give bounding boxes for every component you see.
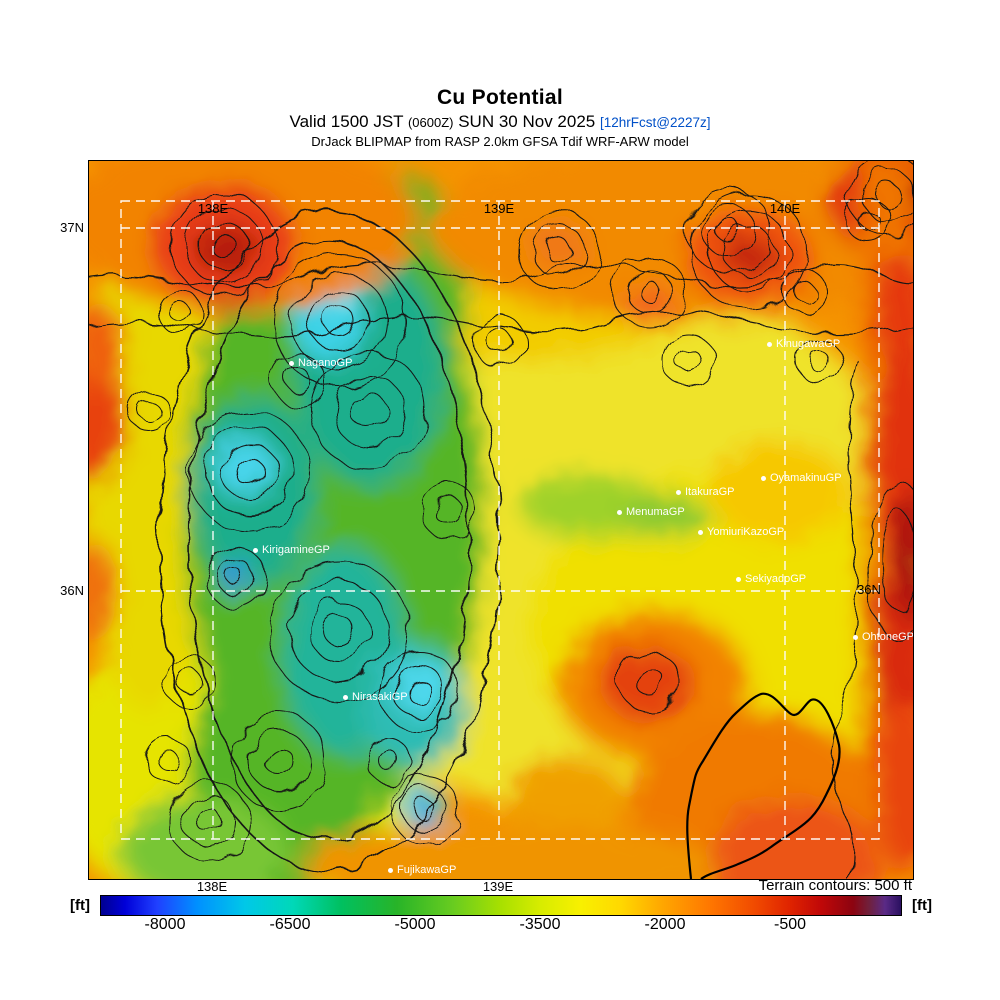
- site-dot-icon: [617, 509, 622, 515]
- site-label: KirigamineGP: [262, 544, 330, 556]
- header: Cu Potential Valid 1500 JST (0600Z) SUN …: [0, 86, 1000, 149]
- site-dot-icon: [698, 529, 703, 535]
- lon-label-139e-top: 139E: [483, 201, 515, 216]
- coastline-outline: [686, 692, 841, 879]
- terrain-map-canvas: [89, 161, 913, 879]
- site-marker-itakura: ItakuraGP: [676, 486, 735, 498]
- site-marker-ohtone: OhtoneGP: [853, 631, 914, 643]
- lat-label-37n-left: 37N: [60, 220, 84, 235]
- site-dot-icon: [388, 867, 393, 873]
- site-label: OhtoneGP: [862, 631, 914, 643]
- latlon-grid: [120, 200, 880, 840]
- colorbar-tick: -8000: [144, 916, 186, 933]
- colorbar-tick: -2000: [644, 916, 686, 933]
- site-dot-icon: [736, 576, 741, 582]
- lat-label-36n-right: 36N: [857, 582, 881, 597]
- site-dot-icon: [767, 341, 772, 347]
- lon-label-138e-top: 138E: [197, 201, 229, 216]
- site-marker-nirasaki: NirasakiGP: [343, 691, 408, 703]
- site-dot-icon: [761, 475, 766, 481]
- colorbar-tick: -5000: [394, 916, 436, 933]
- forecast-cycle: [12hrFcst@2227z]: [599, 115, 711, 130]
- site-dot-icon: [676, 489, 681, 495]
- site-marker-menuma: MenumaGP: [617, 506, 685, 518]
- site-marker-yomiurikazo: YomiuriKazoGP: [698, 526, 784, 538]
- colorbar-tick: -500: [773, 916, 807, 933]
- site-marker-oyamakinu: OyamakinuGP: [761, 472, 842, 484]
- site-dot-icon: [853, 634, 858, 640]
- site-label: MenumaGP: [626, 506, 685, 518]
- colorbar-unit-left: [ft]: [70, 897, 90, 914]
- valid-time-line: Valid 1500 JST (0600Z) SUN 30 Nov 2025 […: [0, 112, 1000, 132]
- site-dot-icon: [289, 360, 294, 366]
- lat-label-36n-left: 36N: [60, 583, 84, 598]
- model-line: DrJack BLIPMAP from RASP 2.0km GFSA Tdif…: [311, 134, 689, 149]
- lon-label-138e-bottom: 138E: [196, 879, 228, 894]
- colorbar-tick: -3500: [519, 916, 561, 933]
- colorbar-gradient: [100, 895, 902, 916]
- site-label: FujikawaGP: [397, 864, 457, 876]
- site-label: NaganoGP: [298, 357, 353, 369]
- site-label: ItakuraGP: [685, 486, 735, 498]
- valid-date: SUN 30 Nov 2025: [453, 112, 600, 131]
- site-marker-nagano: NaganoGP: [289, 357, 352, 369]
- site-dot-icon: [253, 547, 258, 553]
- site-marker-sekiyado: SekiyadoGP: [736, 573, 806, 585]
- site-label: SekiyadoGP: [745, 573, 807, 585]
- terrain-contours-note: Terrain contours: 500 ft: [758, 877, 912, 894]
- valid-prefix: Valid 1500 JST: [289, 112, 408, 131]
- colorbar-tick: -6500: [269, 916, 311, 933]
- site-marker-fujikawa: FujikawaGP: [388, 864, 456, 876]
- page-title: Cu Potential: [436, 86, 564, 109]
- site-dot-icon: [343, 694, 348, 700]
- site-label: OyamakinuGP: [770, 472, 842, 484]
- colorbar-unit-right: [ft]: [912, 897, 932, 914]
- site-label: KinugawaGP: [776, 338, 841, 350]
- lon-label-140e-top: 140E: [769, 201, 801, 216]
- site-marker-kinugawa: KinugawaGP: [767, 338, 840, 350]
- site-label: YomiuriKazoGP: [707, 526, 785, 538]
- lon-label-139e-bottom: 139E: [482, 879, 514, 894]
- site-label: NirasakiGP: [352, 691, 408, 703]
- site-marker-kirigamine: KirigamineGP: [253, 544, 330, 556]
- valid-zulu: (0600Z): [407, 115, 454, 130]
- forecast-map: 138E 139E 140E 36N NaganoGP KinugawaGP O…: [88, 160, 914, 880]
